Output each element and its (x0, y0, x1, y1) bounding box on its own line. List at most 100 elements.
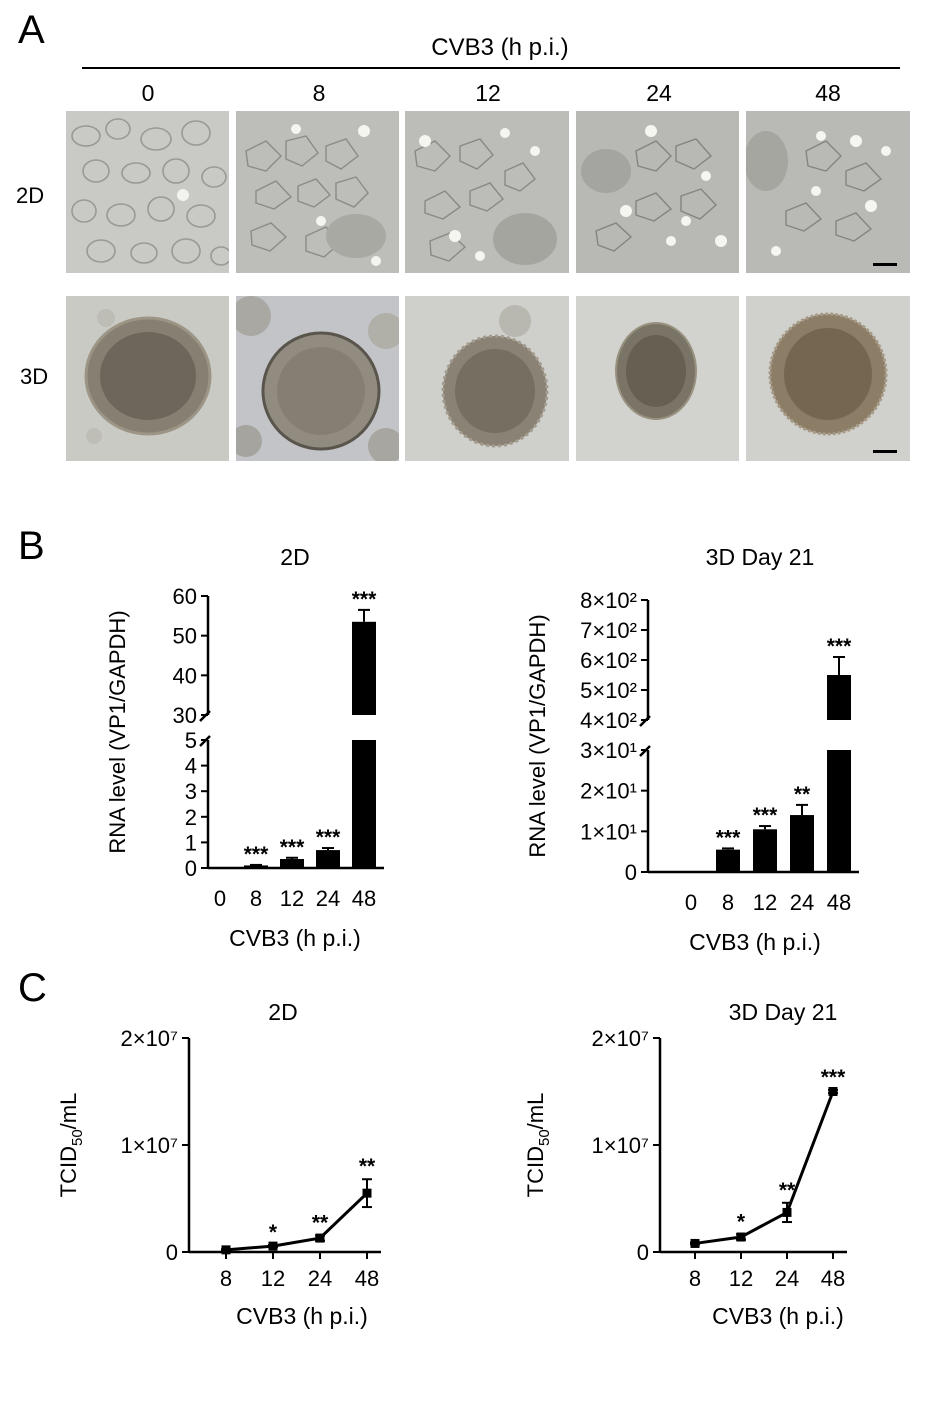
bar (716, 849, 740, 872)
chart-b-3d: 3D Day 21 RNA level (VP1/GAPDH) 0 1×10¹ 2×10… (525, 544, 859, 955)
x-axis-label: CVB3 (h p.i.) (689, 929, 821, 955)
bar (280, 859, 304, 868)
significance-marker: *** (821, 1066, 846, 1089)
y-tick-label: 5×10² (580, 678, 637, 703)
significance-marker: *** (316, 826, 341, 849)
significance-marker: ** (359, 1155, 376, 1178)
panel-a-header: CVB3 (h p.i.) (431, 34, 569, 61)
scale-bar (873, 263, 897, 266)
panel-label-b: B (18, 524, 45, 568)
x-tick-label: 12 (280, 886, 304, 911)
significance-marker: *** (352, 588, 377, 611)
chart-title: 3D Day 21 (729, 999, 838, 1025)
scale-bar (873, 450, 897, 453)
y-tick-label: 1×10⁷ (591, 1133, 649, 1158)
y-tick-label: 2×10⁷ (120, 1026, 178, 1051)
y-axis-label: RNA level (VP1/GAPDH) (105, 610, 130, 853)
y-tick-label: 1×10¹ (580, 819, 637, 844)
x-tick-label: 12 (729, 1266, 753, 1291)
y-axis-label: TCID50/mL (523, 1093, 553, 1198)
bar (352, 621, 376, 715)
y-tick-label: 0 (625, 860, 637, 885)
timepoint-label: 48 (815, 80, 841, 106)
x-tick-label: 8 (220, 1266, 232, 1291)
header-rule (82, 67, 900, 69)
y-tick-label: 6×10² (580, 648, 637, 673)
y-tick-label: 5 (185, 728, 197, 753)
bar (753, 829, 777, 872)
row-label-3d: 3D (20, 364, 49, 389)
x-tick-label: 8 (689, 1266, 701, 1291)
x-tick-label: 0 (214, 886, 226, 911)
data-point (221, 1245, 231, 1255)
chart-title: 2D (268, 999, 297, 1025)
significance-marker: * (269, 1221, 278, 1244)
data-point (362, 1188, 372, 1198)
data-point (782, 1207, 792, 1217)
y-tick-label: 2×10¹ (580, 779, 637, 804)
x-tick-label: 24 (790, 890, 814, 915)
significance-marker: *** (280, 836, 305, 859)
bar (244, 865, 268, 868)
y-tick-label: 3 (185, 779, 197, 804)
y-tick-label: 60 (173, 584, 197, 609)
x-axis-label: CVB3 (h p.i.) (229, 925, 361, 951)
y-tick-label: 2 (185, 805, 197, 830)
y-tick-label: 3×10¹ (580, 738, 637, 763)
panel-label-c: C (18, 966, 47, 1010)
y-tick-label: 50 (173, 624, 197, 649)
y-tick-label: 4 (185, 754, 197, 779)
micrograph-2d-0h (66, 111, 229, 273)
chart-c-2d: 2D TCID50/mL 0 1×10⁷ 2×10⁷ 8 12 * 24 ** 48 ** CVB3 (… (56, 999, 381, 1329)
data-point (828, 1087, 838, 1096)
series-line (694, 1090, 835, 1245)
y-axis-label: TCID50/mL (56, 1093, 86, 1198)
y-tick-label: 30 (173, 703, 197, 728)
x-tick-label: 48 (352, 886, 376, 911)
significance-marker: *** (753, 804, 778, 827)
timepoint-label: 24 (646, 80, 672, 106)
micrograph-2d-8h (236, 111, 399, 273)
bar (827, 750, 851, 872)
timepoint-label: 0 (141, 80, 155, 106)
panel-label-a: A (18, 8, 45, 52)
x-tick-label: 8 (722, 890, 734, 915)
data-point (315, 1233, 325, 1243)
y-tick-label: 8×10² (580, 588, 637, 613)
micrograph-3d-12h (405, 296, 569, 461)
micrograph-2d-24h (576, 111, 739, 273)
y-tick-label: 4×10² (580, 708, 637, 733)
bar (352, 740, 376, 868)
chart-title: 2D (280, 544, 309, 570)
y-tick-label: 2×10⁷ (591, 1026, 649, 1051)
x-tick-label: 24 (308, 1266, 332, 1291)
x-tick-label: 12 (753, 890, 777, 915)
x-tick-label: 8 (250, 886, 262, 911)
data-point (736, 1232, 746, 1242)
x-axis-label: CVB3 (h p.i.) (712, 1303, 844, 1329)
x-tick-label: 0 (685, 890, 697, 915)
row-label-2d: 2D (16, 183, 45, 208)
y-tick-label: 1 (185, 830, 197, 855)
chart-c-3d: 3D Day 21 TCID50/mL 0 1×10⁷ 2×10⁷ 8 12 * 24 ** 48 *… (523, 999, 847, 1329)
x-tick-label: 24 (316, 886, 340, 911)
y-tick-label: 0 (637, 1240, 649, 1265)
significance-marker: *** (716, 826, 741, 849)
y-tick-label: 1×10⁷ (120, 1133, 178, 1158)
y-tick-label: 0 (166, 1240, 178, 1265)
y-tick-label: 40 (173, 663, 197, 688)
micrograph-3d-24h (576, 296, 739, 461)
timepoint-label: 12 (475, 80, 501, 106)
x-tick-label: 48 (355, 1266, 379, 1291)
x-tick-label: 24 (775, 1266, 799, 1291)
significance-marker: * (737, 1210, 746, 1233)
x-tick-label: 48 (827, 890, 851, 915)
significance-marker: ** (312, 1211, 329, 1234)
significance-marker: *** (827, 635, 852, 658)
x-tick-label: 48 (821, 1266, 845, 1291)
chart-title: 3D Day 21 (706, 544, 815, 570)
significance-marker: *** (244, 843, 269, 866)
significance-marker: ** (779, 1179, 796, 1202)
data-point (690, 1238, 700, 1248)
